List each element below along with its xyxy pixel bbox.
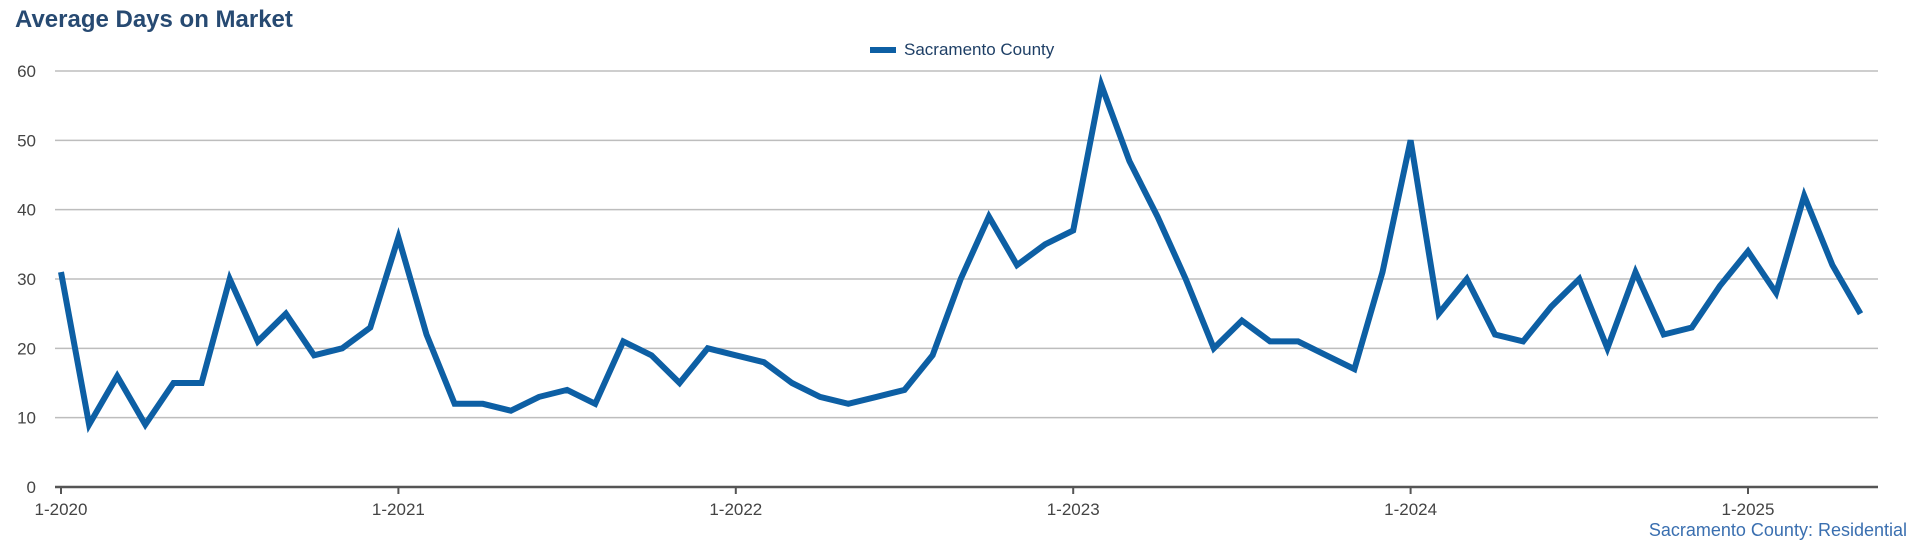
source-label: Sacramento County: Residential	[1648, 520, 1907, 540]
x-tick-label: 1-2021	[372, 500, 425, 519]
x-tick-label: 1-2020	[35, 500, 88, 519]
x-tick-label: 1-2023	[1047, 500, 1100, 519]
y-tick-label: 40	[17, 201, 36, 220]
legend[interactable]: Sacramento County	[870, 40, 1054, 60]
y-axis-ticks: 0 10 20 30 40 50 60	[17, 62, 36, 497]
x-tick-label: 1-2022	[709, 500, 762, 519]
x-tick-label: 1-2025	[1722, 500, 1775, 519]
chart-title: Average Days on Market	[15, 6, 293, 33]
y-tick-label: 60	[17, 62, 36, 81]
y-tick-label: 20	[17, 339, 36, 358]
series-line	[58, 73, 1864, 434]
series-layer	[58, 73, 1864, 434]
legend-label: Sacramento County	[904, 40, 1055, 59]
y-tick-label: 10	[17, 409, 36, 428]
y-tick-label: 50	[17, 131, 36, 150]
y-tick-label: 0	[27, 478, 36, 497]
x-tick-label: 1-2024	[1384, 500, 1437, 519]
x-axis-ticks: 1-2020 1-2021 1-2022 1-2023 1-2024 1-2025	[35, 487, 1775, 519]
legend-swatch	[870, 47, 896, 53]
gridlines	[55, 70, 1878, 419]
y-tick-label: 30	[17, 270, 36, 289]
